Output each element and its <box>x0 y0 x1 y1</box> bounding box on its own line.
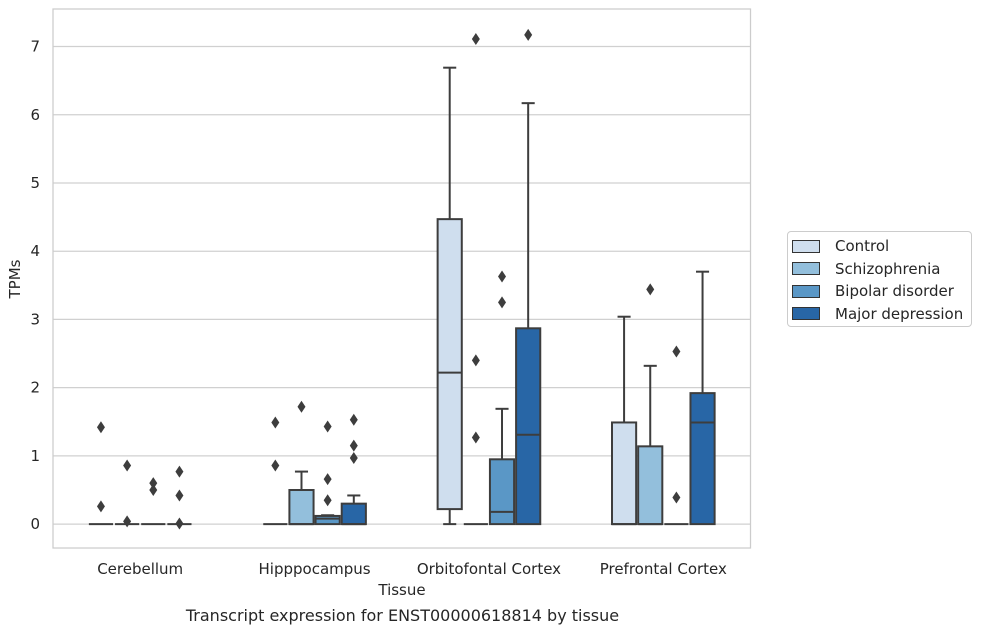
box-group <box>436 66 463 526</box>
y-tick-label: 7 <box>30 38 40 56</box>
legend-label: Schizophrenia <box>835 259 941 278</box>
legend-swatch <box>792 284 820 298</box>
outlier-point <box>524 28 533 41</box>
box <box>488 458 516 526</box>
outlier-point <box>672 491 681 504</box>
outlier-point <box>271 416 280 429</box>
outlier-point <box>123 515 132 528</box>
outlier-point <box>175 517 184 530</box>
box-group <box>314 420 341 526</box>
box <box>288 489 315 526</box>
x-tick-label: Orbitofontal Cortex <box>417 560 561 578</box>
box-group <box>167 465 192 530</box>
y-tick-labels: 0 1 2 3 4 5 6 7 <box>30 38 40 534</box>
x-tick-label: Prefrontal Cortex <box>600 560 727 578</box>
outlier-point <box>471 354 480 367</box>
box-group <box>115 459 140 528</box>
outlier-point <box>498 270 507 283</box>
box-group <box>515 28 542 526</box>
boxes <box>88 28 716 530</box>
legend-swatch <box>792 239 820 253</box>
outlier-point <box>96 500 105 513</box>
box <box>314 514 341 526</box>
box-group <box>611 315 638 526</box>
outlier-point <box>175 465 184 478</box>
outlier-point <box>471 33 480 46</box>
outlier-point <box>149 484 158 497</box>
gridlines <box>53 45 751 525</box>
outlier-point <box>349 439 358 452</box>
outlier-point <box>471 431 480 444</box>
outlier-point <box>323 420 332 433</box>
outlier-point <box>96 421 105 434</box>
outlier-point <box>323 473 332 486</box>
y-tick-label: 2 <box>30 379 40 397</box>
plot-frame <box>52 8 752 549</box>
outlier-point <box>646 283 655 296</box>
x-tick-label: Cerebellum <box>97 560 183 578</box>
y-tick-label: 6 <box>30 106 40 124</box>
y-tick-label: 0 <box>30 515 40 533</box>
y-tick-label: 1 <box>30 447 40 465</box>
box-group <box>88 421 114 526</box>
y-tick-label: 4 <box>30 242 40 260</box>
legend-item: Control <box>792 235 971 258</box>
legend-item: Major depression <box>792 303 971 326</box>
box-group <box>263 416 288 526</box>
y-tick-label: 3 <box>30 310 40 328</box>
chart-caption: Transcript expression for ENST0000061881… <box>185 606 620 625</box>
outlier-point <box>349 451 358 464</box>
legend-item: Schizophrenia <box>792 258 971 281</box>
outlier-point <box>323 494 332 507</box>
legend-swatch <box>792 262 820 276</box>
legend: Control Schizophrenia Bipolar disorder Majo… <box>787 231 972 327</box>
x-tick-labels: Cerebellum Hipppocampus Orbitofontal Corte… <box>97 560 727 578</box>
legend-swatch <box>792 307 820 321</box>
outlier-point <box>498 296 507 309</box>
box-group <box>689 270 716 526</box>
x-tick-label: Hipppocampus <box>259 560 371 578</box>
outlier-point <box>149 477 158 490</box>
y-axis-title: TPMs <box>6 259 24 299</box>
box <box>611 421 638 526</box>
box-group <box>141 477 166 526</box>
box-group <box>288 400 315 526</box>
box-group <box>637 283 664 526</box>
outlier-point <box>672 345 681 358</box>
box <box>436 218 463 511</box>
outlier-point <box>297 400 306 413</box>
outlier-point <box>175 489 184 502</box>
outlier-point <box>349 413 358 426</box>
x-axis-title: Tissue <box>377 581 425 599</box>
box-group <box>664 345 689 526</box>
box <box>515 327 542 526</box>
box-group <box>463 33 488 526</box>
box <box>637 445 664 526</box>
y-tick-label: 5 <box>30 174 40 192</box>
box <box>689 392 716 526</box>
outlier-point <box>271 459 280 472</box>
outlier-point <box>123 459 132 472</box>
box-group <box>488 270 516 526</box>
legend-label: Bipolar disorder <box>835 282 954 301</box>
box <box>340 502 367 526</box>
legend-label: Major depression <box>835 304 964 323</box>
box-group <box>340 413 367 526</box>
legend-label: Control <box>835 237 890 256</box>
legend-item: Bipolar disorder <box>792 280 971 303</box>
